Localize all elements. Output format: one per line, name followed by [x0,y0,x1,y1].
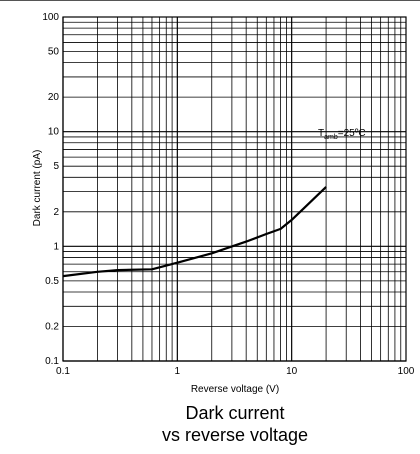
x-tick-labels: 0.1 1 10 100 [56,366,415,377]
plot-frame [62,16,407,362]
caption-line-2: vs reverse voltage [161,425,309,445]
y-axis-label: Dark current (pA) [32,150,43,227]
y-tick-label: 50 [48,47,60,58]
y-tick-label: 20 [48,92,60,103]
x-tick-label: 100 [398,366,415,377]
dark-current-chart: 0.1 1 10 100 0.1 0.2 0.5 1 2 5 10 20 50 100 Tamb=25º… [32,12,415,395]
annotation-rest: =25ºC [338,128,366,139]
x-tick-label: 1 [175,366,181,377]
y-tick-label: 5 [53,161,59,172]
annotation-sub: amb [324,134,338,141]
temperature-annotation: Tamb=25ºC [318,128,366,141]
y-tick-label: 0.5 [45,276,59,287]
annotation-main: T [318,128,324,139]
y-tick-label: 10 [48,127,60,138]
y-tick-label: 1 [53,241,59,252]
y-tick-label: 100 [42,12,59,23]
y-tick-label: 2 [53,207,59,218]
x-axis-label: Reverse voltage (V) [191,384,279,395]
caption-text-1: Dark current [185,403,285,423]
y-tick-label: 0.2 [45,321,59,332]
top-border [0,0,420,1]
y-tick-labels: 0.1 0.2 0.5 1 2 5 10 20 50 100 [42,12,59,367]
y-tick-label: 0.1 [45,356,59,367]
chart-grid [62,17,406,362]
series-line [62,186,327,278]
caption-line-1: Dark current [60,402,410,424]
x-tick-label: 10 [286,366,298,377]
x-tick-label: 0.1 [56,366,70,377]
